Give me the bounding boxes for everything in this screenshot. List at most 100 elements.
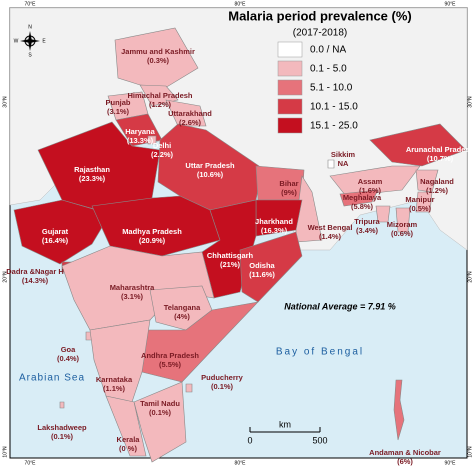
state-value: (14.3%) xyxy=(22,276,49,285)
legend-label: 15.1 - 25.0 xyxy=(310,121,358,132)
state xyxy=(185,383,193,393)
state-value: (23.3%) xyxy=(79,174,106,183)
legend-swatch xyxy=(277,41,303,58)
subtitle: (2017-2018) xyxy=(293,28,347,39)
legend-label: 0.1 - 5.0 xyxy=(310,64,347,75)
state xyxy=(13,199,111,265)
state-value: (0.1%) xyxy=(149,408,172,417)
state-name: Gujarat xyxy=(42,227,69,236)
state xyxy=(129,301,259,383)
state xyxy=(393,379,405,441)
state xyxy=(133,381,187,463)
state xyxy=(165,99,207,127)
compass-e: E xyxy=(42,38,46,44)
sea-label: Bay of Bengal xyxy=(276,347,364,358)
lat-label: 30°N xyxy=(2,96,8,108)
state xyxy=(339,189,379,207)
state-name: Haryana xyxy=(125,127,155,136)
state-name: Uttar Pradesh xyxy=(185,161,235,170)
state-value: (1.1%) xyxy=(103,384,126,393)
state-name: Odisha xyxy=(249,261,275,270)
state xyxy=(59,401,65,409)
national-average: National Average = 7.91 % xyxy=(284,301,395,311)
state-value: (3.4%) xyxy=(356,226,379,235)
state-value: (20.9%) xyxy=(139,236,166,245)
state-name: Maharashtra xyxy=(110,283,155,292)
state-name: Sikkim xyxy=(331,150,356,159)
state-name: Rajasthan xyxy=(74,165,110,174)
state-name: Assam xyxy=(358,177,383,186)
state-value: (1.6%) xyxy=(359,186,382,195)
compass xyxy=(20,31,40,51)
scale-end: 500 xyxy=(312,435,327,445)
state-name: Meghalaya xyxy=(343,193,382,202)
state-value: (6%) xyxy=(397,457,413,466)
state-value: (0.3%) xyxy=(147,56,170,65)
state-name: Goa xyxy=(61,345,76,354)
state-value: (11.6%) xyxy=(249,270,275,279)
state-name: Uttarakhand xyxy=(168,109,212,118)
state-name: Lakshadweep xyxy=(37,423,87,432)
state-name: Madhya Pradesh xyxy=(122,227,182,236)
lon-label: 70°E xyxy=(25,460,37,466)
title: Malaria period prevalence (%) xyxy=(228,8,412,23)
state-value: (16.4%) xyxy=(42,236,69,245)
state-name: Tamil Nadu xyxy=(140,399,180,408)
lat-label: 30°N xyxy=(467,96,473,108)
lon-label: 70°E xyxy=(25,1,37,7)
state-name: Dadra &Nagar H xyxy=(6,267,64,276)
compass-w: W xyxy=(14,38,19,44)
state-name: Puducherry xyxy=(201,373,244,382)
state-name: Andaman & Nicobar xyxy=(369,448,441,457)
state xyxy=(329,165,421,197)
lon-label: 80°E xyxy=(235,460,247,466)
legend-swatch xyxy=(277,79,303,96)
state-value: (2.2%) xyxy=(151,150,174,159)
state-value: (1.4%) xyxy=(319,232,342,241)
state-name: Himachal Pradesh xyxy=(127,91,192,100)
legend-swatch xyxy=(277,98,303,115)
state-name: Bihar xyxy=(279,179,298,188)
state-value: (3.1%) xyxy=(121,292,144,301)
state xyxy=(327,159,335,169)
state-value: (5.8%) xyxy=(351,202,374,211)
state-name: West Bengal xyxy=(308,223,353,232)
state-value: (1.2%) xyxy=(426,186,449,195)
state-name: Telangana xyxy=(164,303,201,312)
state-name: Chhattisgarh xyxy=(207,251,254,260)
state-value: (0.1%) xyxy=(211,382,234,391)
state-value: (5.5%) xyxy=(159,360,182,369)
state xyxy=(415,191,433,213)
state xyxy=(105,395,147,457)
lat-label: 20°N xyxy=(2,271,8,283)
state-name: Nagaland xyxy=(420,177,454,186)
state xyxy=(395,207,411,233)
legend-swatch xyxy=(277,117,303,134)
legend-label: 10.1 - 15.0 xyxy=(310,102,358,113)
state-name: Punjab xyxy=(105,98,130,107)
lat-label: 20°N xyxy=(467,271,473,283)
state-value: (13.3%) xyxy=(127,136,154,145)
state-value: (0.5%) xyxy=(409,204,432,213)
state-name: Karnataka xyxy=(96,375,133,384)
state xyxy=(147,135,157,145)
state-value: (0.4%) xyxy=(57,354,80,363)
state-name: Delhi xyxy=(153,141,171,150)
state-value: (3.1%) xyxy=(107,107,130,116)
state-name: Jammu and Kashmir xyxy=(121,47,195,56)
state-name: Arunachal Pradesh xyxy=(406,145,474,154)
state-value: (10.7%) xyxy=(427,154,454,163)
scale-unit: km xyxy=(279,419,291,429)
state-value: (0.6%) xyxy=(391,229,414,238)
state-value: NA xyxy=(338,159,349,168)
state-name: Mizoram xyxy=(387,220,418,229)
scale-start: 0 xyxy=(247,435,252,445)
state-value: (9%) xyxy=(281,188,297,197)
lon-label: 90°E xyxy=(445,1,457,7)
lat-label: 10°N xyxy=(467,446,473,458)
state-name: Kerala xyxy=(117,435,141,444)
legend-label: 0.0 / NA xyxy=(310,45,346,56)
state-value: (10.6%) xyxy=(197,170,224,179)
state-value: (1.2%) xyxy=(149,100,172,109)
